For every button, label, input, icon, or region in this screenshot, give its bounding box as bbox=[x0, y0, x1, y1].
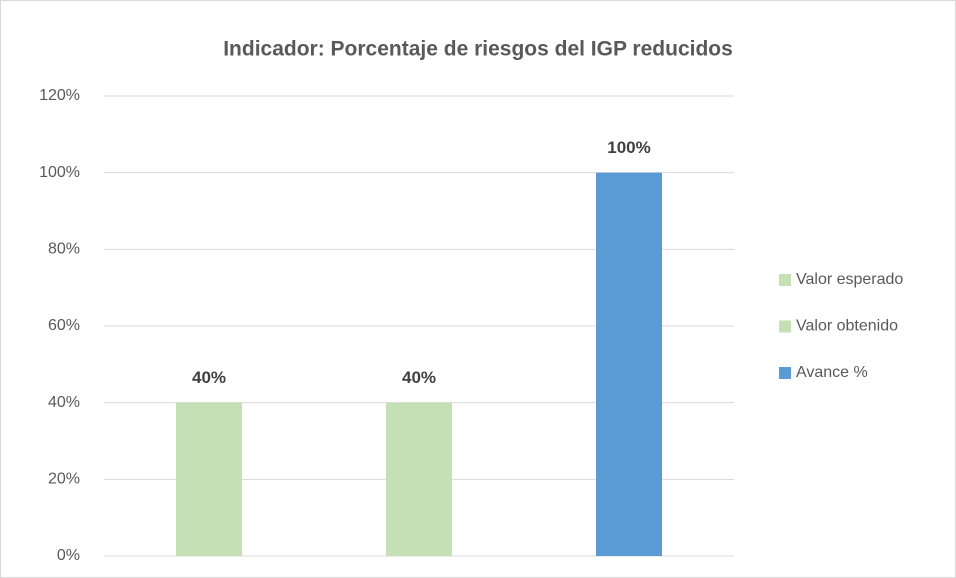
bar bbox=[596, 172, 662, 556]
bar bbox=[386, 402, 452, 556]
bar bbox=[176, 402, 242, 556]
y-tick-label: 0% bbox=[57, 547, 80, 564]
legend-swatch bbox=[779, 274, 791, 286]
legend-label: Valor obtenido bbox=[796, 318, 898, 335]
data-label: 100% bbox=[607, 138, 650, 157]
y-tick-label: 20% bbox=[48, 471, 80, 488]
y-tick-label: 80% bbox=[48, 241, 80, 258]
legend-label: Valor esperado bbox=[796, 271, 903, 288]
data-label: 40% bbox=[402, 368, 436, 387]
y-tick-label: 120% bbox=[39, 87, 80, 104]
y-tick-label: 60% bbox=[48, 317, 80, 334]
data-label: 40% bbox=[192, 368, 226, 387]
legend-swatch bbox=[779, 320, 791, 333]
legend-swatch bbox=[779, 367, 791, 379]
y-tick-label: 40% bbox=[48, 394, 80, 411]
chart-title: Indicador: Porcentaje de riesgos del IGP… bbox=[223, 38, 733, 61]
y-tick-label: 100% bbox=[39, 164, 80, 181]
legend-label: Avance % bbox=[796, 364, 868, 381]
